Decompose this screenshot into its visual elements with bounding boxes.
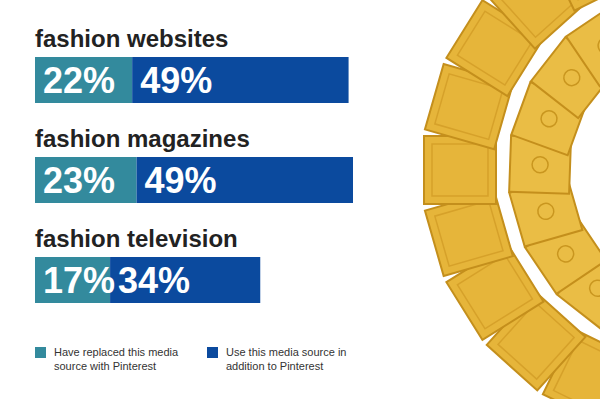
svg-text:49%: 49% [145,160,217,201]
svg-text:17%: 17% [43,260,115,301]
svg-text:fashion television: fashion television [35,225,238,252]
svg-text:22%: 22% [43,60,115,101]
svg-text:23%: 23% [43,160,115,201]
html-text:Have replaced this media sourc: Have replaced this media source with Pin… [54,346,179,372]
svg-text:fashion magazines: fashion magazines [35,125,250,152]
html-text:Use this media source in addit: Use this media source in addition to Pin… [226,346,347,372]
svg-text:49%: 49% [140,60,212,101]
svg-text:fashion websites: fashion websites [35,25,228,52]
svg-text:34%: 34% [118,260,190,301]
